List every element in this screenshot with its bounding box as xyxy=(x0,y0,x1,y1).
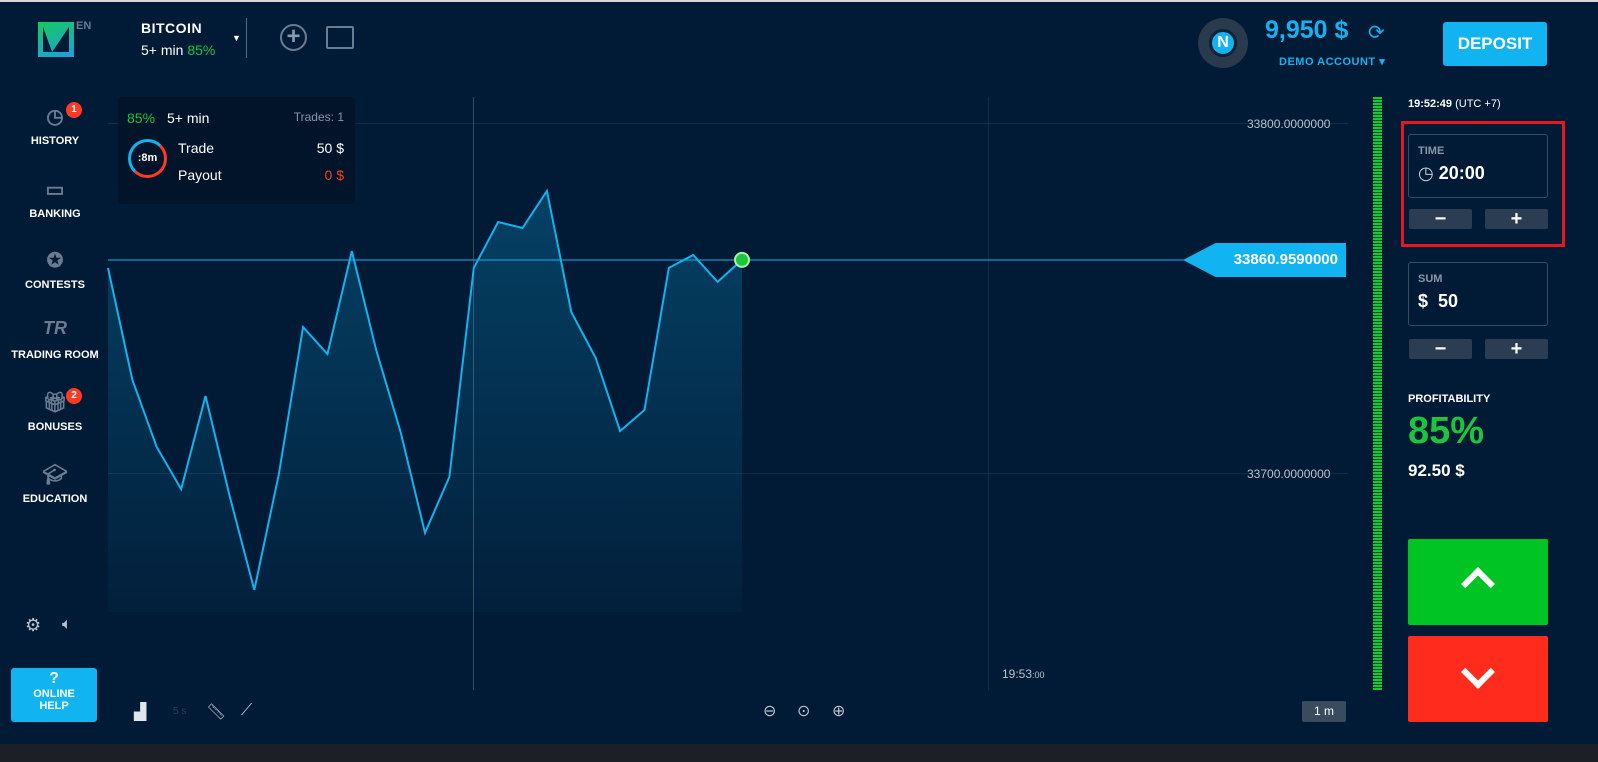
asset-name[interactable]: BITCOIN xyxy=(141,20,203,36)
grid-line xyxy=(988,97,989,690)
profitability-pct: 85% xyxy=(1408,410,1485,452)
history-badge: 1 xyxy=(66,102,82,118)
history-icon: ◷ xyxy=(46,106,64,128)
divider xyxy=(246,18,247,58)
online-help-button[interactable]: ? ONLINE HELP xyxy=(11,668,97,722)
dollar-icon: $ xyxy=(1418,291,1429,311)
time-field[interactable]: TIME ◷ 20:00 xyxy=(1408,134,1548,198)
layout-icon[interactable] xyxy=(326,26,354,49)
drawing-tools-icon[interactable]: ⟋ xyxy=(241,702,253,719)
x-tick-label: 19:53:00 xyxy=(1002,667,1045,681)
sum-field[interactable]: SUM $ 50 xyxy=(1408,262,1548,326)
zoom-out-icon[interactable]: ⊖ xyxy=(763,703,777,720)
trade-info-card: 85% 5+ min Trades: 1 :8m Trade 50 $ Payo… xyxy=(118,97,355,204)
put-down-button[interactable] xyxy=(1408,636,1548,722)
reset-zoom-icon[interactable]: ⊙ xyxy=(797,703,811,720)
current-price-dot xyxy=(734,251,750,268)
y-tick-label: 33700.0000000 xyxy=(1247,467,1331,481)
refresh-balance-icon[interactable]: ⟳ xyxy=(1368,22,1385,44)
star-icon: ✪ xyxy=(46,250,64,272)
interval-button[interactable]: 5 s xyxy=(173,706,187,717)
tr-icon: TR xyxy=(43,318,67,338)
gift-icon: 🎁︎ xyxy=(42,392,68,414)
top-border xyxy=(0,0,1598,2)
wallet-icon: ▭ xyxy=(45,179,65,201)
sidebar-item-bonuses[interactable]: 🎁︎ 2 BONUSES xyxy=(0,388,110,433)
arrow-down-icon xyxy=(1461,655,1495,689)
asset-payout: 85% xyxy=(187,42,216,58)
settings-icon[interactable]: ⚙ xyxy=(25,615,42,635)
account-selector[interactable]: DEMO ACCOUNT ▾ xyxy=(1279,56,1386,68)
add-asset-button[interactable]: + xyxy=(280,24,307,51)
chart-type-icon[interactable]: ▟ xyxy=(134,704,147,721)
sum-plus-button[interactable]: + xyxy=(1485,339,1548,359)
payout-label: Payout xyxy=(178,167,222,183)
price-area xyxy=(108,190,742,612)
asset-duration: 5+ min xyxy=(141,42,184,58)
asset-dropdown-icon[interactable]: ▼ xyxy=(232,33,241,43)
language-selector[interactable]: EN xyxy=(76,20,92,32)
call-up-button[interactable] xyxy=(1408,539,1548,625)
sum-minus-button[interactable]: − xyxy=(1409,339,1472,359)
time-minus-button[interactable]: − xyxy=(1409,209,1472,229)
sidebar-item-contests[interactable]: ✪ CONTESTS xyxy=(0,248,110,291)
sound-icon[interactable]: 🔈︎ xyxy=(62,616,72,633)
clock-icon: ◷ xyxy=(1418,163,1434,183)
zoom-in-icon[interactable]: ⊕ xyxy=(832,703,846,720)
logo[interactable] xyxy=(38,22,74,57)
card-duration: 5+ min xyxy=(167,110,210,126)
graduation-cap-icon: 🎓︎ xyxy=(42,464,68,486)
trade-label: Trade xyxy=(178,140,215,156)
sidebar-item-banking[interactable]: ▭ BANKING xyxy=(0,177,110,220)
bottom-bar xyxy=(0,744,1598,762)
volume-indicator xyxy=(1373,97,1382,690)
timeframe-button[interactable]: 1 m xyxy=(1302,701,1346,722)
sidebar-item-education[interactable]: 🎓︎ EDUCATION xyxy=(0,462,110,505)
ruler-icon[interactable]: 📏︎ xyxy=(206,704,227,721)
trades-count: Trades: 1 xyxy=(293,110,344,124)
asset-details[interactable]: 5+ min 85% xyxy=(141,42,215,58)
timer-ring: :8m xyxy=(128,139,167,178)
trade-value: 50 $ xyxy=(316,140,344,156)
grid-line xyxy=(108,123,1348,124)
y-tick-label: 33800.0000000 xyxy=(1247,117,1331,131)
current-price-tag: 33860.9590000 xyxy=(1183,243,1346,277)
profitability-label: PROFITABILITY xyxy=(1408,393,1491,405)
sidebar-item-history[interactable]: ◷ 1 HISTORY xyxy=(0,102,110,147)
balance: 9,950 $ xyxy=(1265,16,1349,44)
payout-value: 0 $ xyxy=(324,167,344,183)
profit-amount: 92.50 $ xyxy=(1408,461,1465,480)
server-clock: 19:52:49 (UTC +7) xyxy=(1408,98,1501,110)
bonuses-badge: 2 xyxy=(66,388,82,404)
sidebar-item-trading-room[interactable]: TR TRADING ROOM xyxy=(0,318,110,361)
avatar[interactable]: N xyxy=(1198,18,1248,68)
deposit-button[interactable]: DEPOSIT xyxy=(1443,22,1547,66)
time-plus-button[interactable]: + xyxy=(1485,209,1548,229)
card-pct: 85% xyxy=(127,110,156,126)
price-line xyxy=(107,188,743,591)
highlight-box xyxy=(1401,121,1565,247)
arrow-up-icon xyxy=(1461,567,1495,601)
